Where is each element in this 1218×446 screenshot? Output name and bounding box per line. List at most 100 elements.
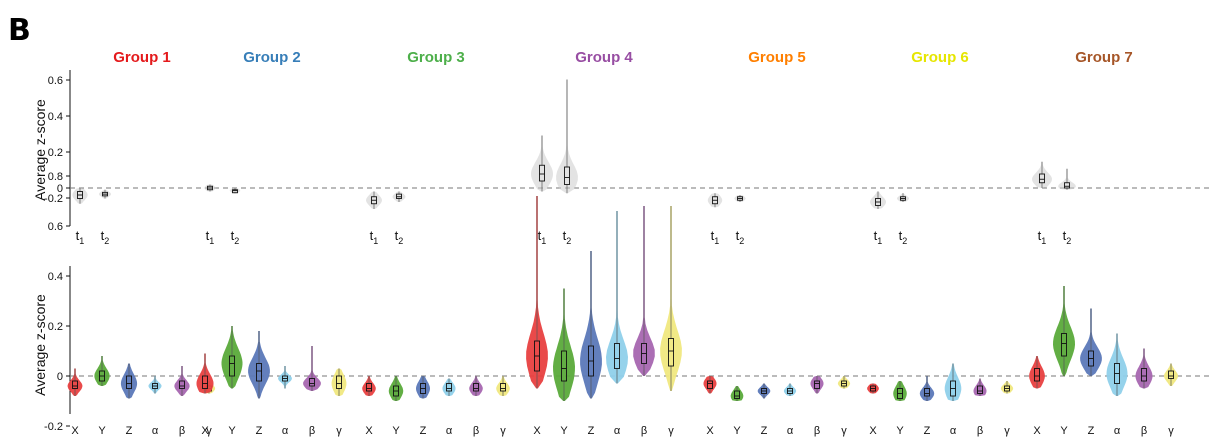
violin bbox=[204, 184, 216, 192]
x-tick-label: X bbox=[71, 425, 79, 437]
x-tick-label: γ bbox=[1004, 425, 1010, 437]
violin bbox=[893, 381, 907, 401]
violin-body bbox=[897, 193, 909, 202]
x-tick-subscript: 2 bbox=[104, 236, 109, 246]
group-title: Group 1 bbox=[113, 49, 171, 66]
x-tick-label: α bbox=[614, 425, 621, 437]
violin bbox=[531, 135, 553, 192]
y-tick-label: 0.6 bbox=[48, 221, 63, 233]
x-tick-subscript: 2 bbox=[1066, 236, 1071, 246]
violin-body bbox=[221, 326, 243, 389]
box bbox=[539, 164, 545, 182]
x-tick-label: β bbox=[179, 425, 185, 437]
x-tick-subscript: 1 bbox=[79, 236, 84, 246]
violin bbox=[633, 206, 655, 376]
box bbox=[561, 350, 567, 382]
violin-body bbox=[703, 376, 717, 394]
x-tick-label: α bbox=[282, 425, 289, 437]
x-tick-subscript: 2 bbox=[398, 236, 403, 246]
violin-body bbox=[973, 378, 987, 396]
violin bbox=[783, 383, 797, 396]
violin bbox=[392, 191, 406, 202]
violin-body bbox=[469, 376, 483, 396]
x-tick-label: t2 bbox=[231, 228, 240, 246]
violin bbox=[196, 353, 214, 394]
x-tick-label: β bbox=[309, 425, 315, 437]
x-tick-label: Y bbox=[228, 425, 236, 437]
x-tick-label: β bbox=[814, 425, 820, 437]
y-tick-label: -0.2 bbox=[44, 421, 63, 433]
violin-body bbox=[837, 376, 851, 389]
violin bbox=[556, 79, 578, 194]
x-tick-label: Z bbox=[761, 425, 768, 437]
y-tick-label: 0.4 bbox=[48, 111, 63, 123]
violin-body bbox=[362, 376, 376, 396]
box bbox=[1141, 368, 1147, 382]
x-tick-label: t2 bbox=[563, 228, 572, 246]
violin-body bbox=[893, 381, 907, 401]
x-tick-subscript: 1 bbox=[1041, 236, 1046, 246]
box bbox=[614, 343, 620, 369]
group-title: Group 7 bbox=[1075, 49, 1133, 66]
violin bbox=[919, 376, 935, 401]
violin bbox=[757, 383, 771, 399]
violin bbox=[1053, 286, 1075, 376]
x-tick-label: Z bbox=[126, 425, 133, 437]
violin-body bbox=[1106, 333, 1128, 396]
violin-body bbox=[278, 366, 292, 389]
box bbox=[473, 383, 479, 392]
box bbox=[72, 380, 78, 389]
x-tick-label: Y bbox=[392, 425, 400, 437]
x-tick-label: Z bbox=[588, 425, 595, 437]
x-tick-label: γ bbox=[841, 425, 847, 437]
violin bbox=[366, 191, 382, 209]
violin bbox=[362, 376, 376, 396]
x-tick-label: Z bbox=[420, 425, 427, 437]
x-tick-label: β bbox=[1141, 425, 1147, 437]
box bbox=[924, 388, 930, 397]
violin bbox=[580, 251, 602, 399]
violin bbox=[148, 376, 162, 394]
x-tick-subscript: 2 bbox=[566, 236, 571, 246]
violin-body bbox=[67, 368, 83, 396]
y-tick-label: 0.2 bbox=[48, 321, 63, 333]
violin bbox=[229, 188, 241, 194]
violin bbox=[248, 331, 270, 399]
violin-body bbox=[1029, 356, 1045, 389]
x-tick-label: β bbox=[473, 425, 479, 437]
violin-body bbox=[248, 331, 270, 399]
x-tick-label: Y bbox=[733, 425, 741, 437]
violin-body bbox=[331, 368, 347, 396]
violin bbox=[331, 368, 347, 396]
box bbox=[309, 378, 315, 387]
violin bbox=[278, 366, 292, 389]
violin bbox=[837, 376, 851, 389]
violin bbox=[120, 363, 138, 399]
y-axis-label: Average z-score bbox=[32, 99, 48, 201]
x-tick-label: t2 bbox=[1063, 228, 1072, 246]
violin bbox=[303, 346, 321, 391]
y-tick-label: 0.6 bbox=[48, 75, 63, 87]
x-tick-label: Y bbox=[1060, 425, 1068, 437]
x-tick-label: t1 bbox=[76, 228, 85, 246]
x-tick-subscript: 2 bbox=[739, 236, 744, 246]
violin-body bbox=[1032, 161, 1052, 188]
box bbox=[202, 375, 208, 389]
violin bbox=[1032, 161, 1052, 188]
box bbox=[366, 383, 372, 392]
violin bbox=[810, 376, 824, 394]
x-tick-label: β bbox=[977, 425, 983, 437]
x-tick-label: α bbox=[1114, 425, 1121, 437]
x-tick-label: γ bbox=[500, 425, 506, 437]
y-axis-label: Average z-score bbox=[32, 294, 48, 396]
x-tick-subscript: 1 bbox=[877, 236, 882, 246]
x-tick-label: t1 bbox=[711, 228, 720, 246]
violin bbox=[870, 191, 886, 209]
violin bbox=[944, 363, 962, 401]
x-tick-label: γ bbox=[206, 425, 212, 437]
violin bbox=[606, 211, 628, 384]
x-tick-subscript: 1 bbox=[541, 236, 546, 246]
violin-body bbox=[388, 376, 404, 401]
box bbox=[1064, 182, 1070, 189]
